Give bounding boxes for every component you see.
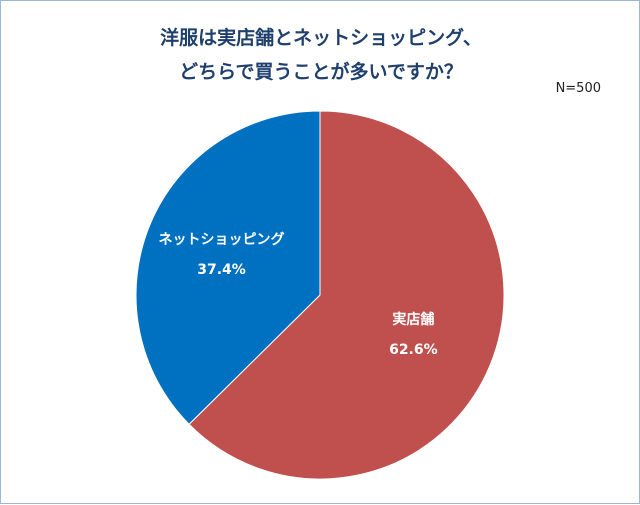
pie-slice-1 bbox=[188, 110, 505, 480]
slice-value-2: 37.4% bbox=[197, 262, 246, 278]
slice-label-2: ネットショッピング bbox=[159, 231, 285, 248]
chart-title-line-1: 洋服は実店舗とネットショッピング、 bbox=[160, 27, 482, 49]
slice-value-1: 62.6% bbox=[389, 342, 438, 358]
slice-label-1: 実店舗 bbox=[392, 311, 434, 328]
chart-title: 洋服は実店舗とネットショッピング、 どちらで買うことが多いですか？ bbox=[1, 21, 640, 89]
sample-size-label: N=500 bbox=[555, 81, 601, 96]
pie-slice-2 bbox=[135, 110, 321, 425]
chart-title-line-2: どちらで買うことが多いですか？ bbox=[179, 61, 463, 83]
